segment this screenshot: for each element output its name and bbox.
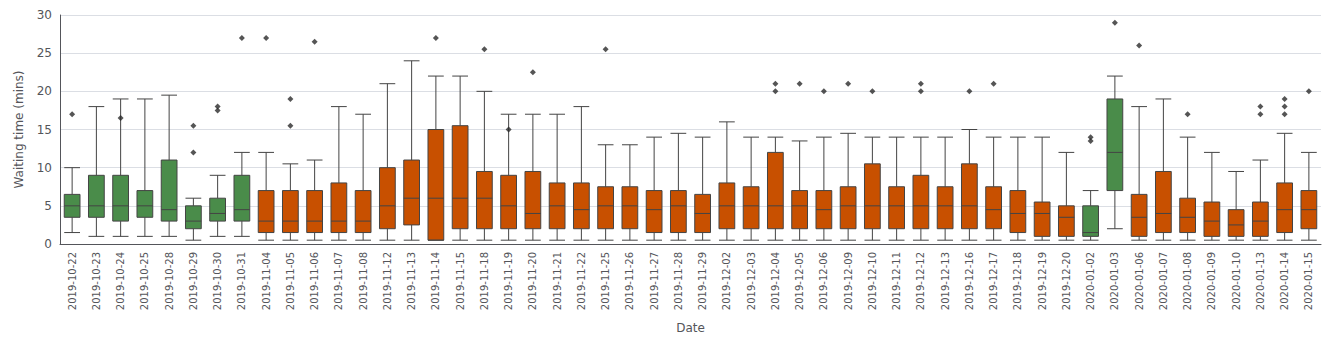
- svg-text:2019-10-29: 2019-10-29: [188, 252, 199, 310]
- svg-text:0: 0: [44, 237, 52, 251]
- svg-text:2019-11-20: 2019-11-20: [527, 252, 538, 310]
- svg-text:2019-12-13: 2019-12-13: [940, 252, 951, 310]
- svg-text:2019-12-02: 2019-12-02: [721, 252, 732, 310]
- svg-text:2019-12-03: 2019-12-03: [746, 252, 757, 310]
- svg-text:2020-01-03: 2020-01-03: [1109, 252, 1120, 310]
- svg-text:2019-11-27: 2019-11-27: [649, 252, 660, 310]
- svg-text:2020-01-14: 2020-01-14: [1279, 252, 1290, 310]
- svg-text:25: 25: [37, 46, 52, 60]
- svg-text:2019-12-18: 2019-12-18: [1012, 252, 1023, 310]
- svg-text:2019-12-10: 2019-12-10: [867, 252, 878, 310]
- svg-text:2019-10-31: 2019-10-31: [236, 252, 247, 310]
- svg-text:2019-12-06: 2019-12-06: [818, 252, 829, 310]
- svg-text:2019-12-19: 2019-12-19: [1037, 252, 1048, 310]
- svg-text:20: 20: [37, 84, 52, 98]
- svg-text:2019-11-06: 2019-11-06: [309, 252, 320, 310]
- svg-text:2020-01-10: 2020-01-10: [1231, 252, 1242, 310]
- svg-text:2020-01-07: 2020-01-07: [1158, 252, 1169, 310]
- svg-text:2019-11-07: 2019-11-07: [333, 252, 344, 310]
- svg-text:2019-12-17: 2019-12-17: [988, 252, 999, 310]
- svg-text:2019-10-30: 2019-10-30: [212, 252, 223, 310]
- svg-text:2020-01-09: 2020-01-09: [1206, 252, 1217, 310]
- svg-text:2019-10-22: 2019-10-22: [67, 252, 78, 310]
- svg-text:2020-01-06: 2020-01-06: [1134, 252, 1145, 310]
- svg-text:2019-11-15: 2019-11-15: [455, 252, 466, 310]
- svg-text:2019-11-14: 2019-11-14: [430, 252, 441, 310]
- svg-text:2019-11-04: 2019-11-04: [261, 252, 272, 310]
- svg-text:2019-10-28: 2019-10-28: [164, 252, 175, 310]
- svg-text:2019-11-21: 2019-11-21: [552, 252, 563, 310]
- svg-text:2019-11-28: 2019-11-28: [673, 252, 684, 310]
- svg-text:2020-01-15: 2020-01-15: [1303, 252, 1314, 310]
- svg-text:2019-11-19: 2019-11-19: [503, 252, 514, 310]
- svg-text:2019-11-29: 2019-11-29: [697, 252, 708, 310]
- svg-text:2020-01-02: 2020-01-02: [1085, 252, 1096, 310]
- svg-text:Waiting time (mins): Waiting time (mins): [12, 70, 26, 188]
- svg-text:2019-12-20: 2019-12-20: [1061, 252, 1072, 310]
- svg-text:30: 30: [37, 8, 52, 22]
- svg-text:2019-11-22: 2019-11-22: [576, 252, 587, 310]
- svg-text:2019-10-24: 2019-10-24: [115, 252, 126, 310]
- svg-text:2019-10-25: 2019-10-25: [139, 252, 150, 310]
- svg-text:15: 15: [37, 123, 52, 137]
- svg-text:2019-11-18: 2019-11-18: [479, 252, 490, 310]
- svg-text:2019-11-26: 2019-11-26: [624, 252, 635, 310]
- svg-text:2020-01-13: 2020-01-13: [1255, 252, 1266, 310]
- svg-text:2019-11-12: 2019-11-12: [382, 252, 393, 310]
- svg-text:2019-11-08: 2019-11-08: [358, 252, 369, 310]
- svg-text:2019-12-05: 2019-12-05: [794, 252, 805, 310]
- svg-text:2019-11-25: 2019-11-25: [600, 252, 611, 310]
- svg-text:10: 10: [37, 161, 52, 175]
- svg-text:2019-12-16: 2019-12-16: [964, 252, 975, 310]
- svg-text:2019-12-12: 2019-12-12: [915, 252, 926, 310]
- svg-text:2019-11-13: 2019-11-13: [406, 252, 417, 310]
- svg-text:2020-01-08: 2020-01-08: [1182, 252, 1193, 310]
- svg-text:2019-11-05: 2019-11-05: [285, 252, 296, 310]
- svg-text:5: 5: [44, 199, 52, 213]
- svg-text:2019-12-04: 2019-12-04: [770, 252, 781, 310]
- svg-text:2019-12-11: 2019-12-11: [891, 252, 902, 310]
- svg-text:Date: Date: [676, 321, 705, 335]
- svg-text:2019-10-23: 2019-10-23: [91, 252, 102, 310]
- svg-text:2019-12-09: 2019-12-09: [843, 252, 854, 310]
